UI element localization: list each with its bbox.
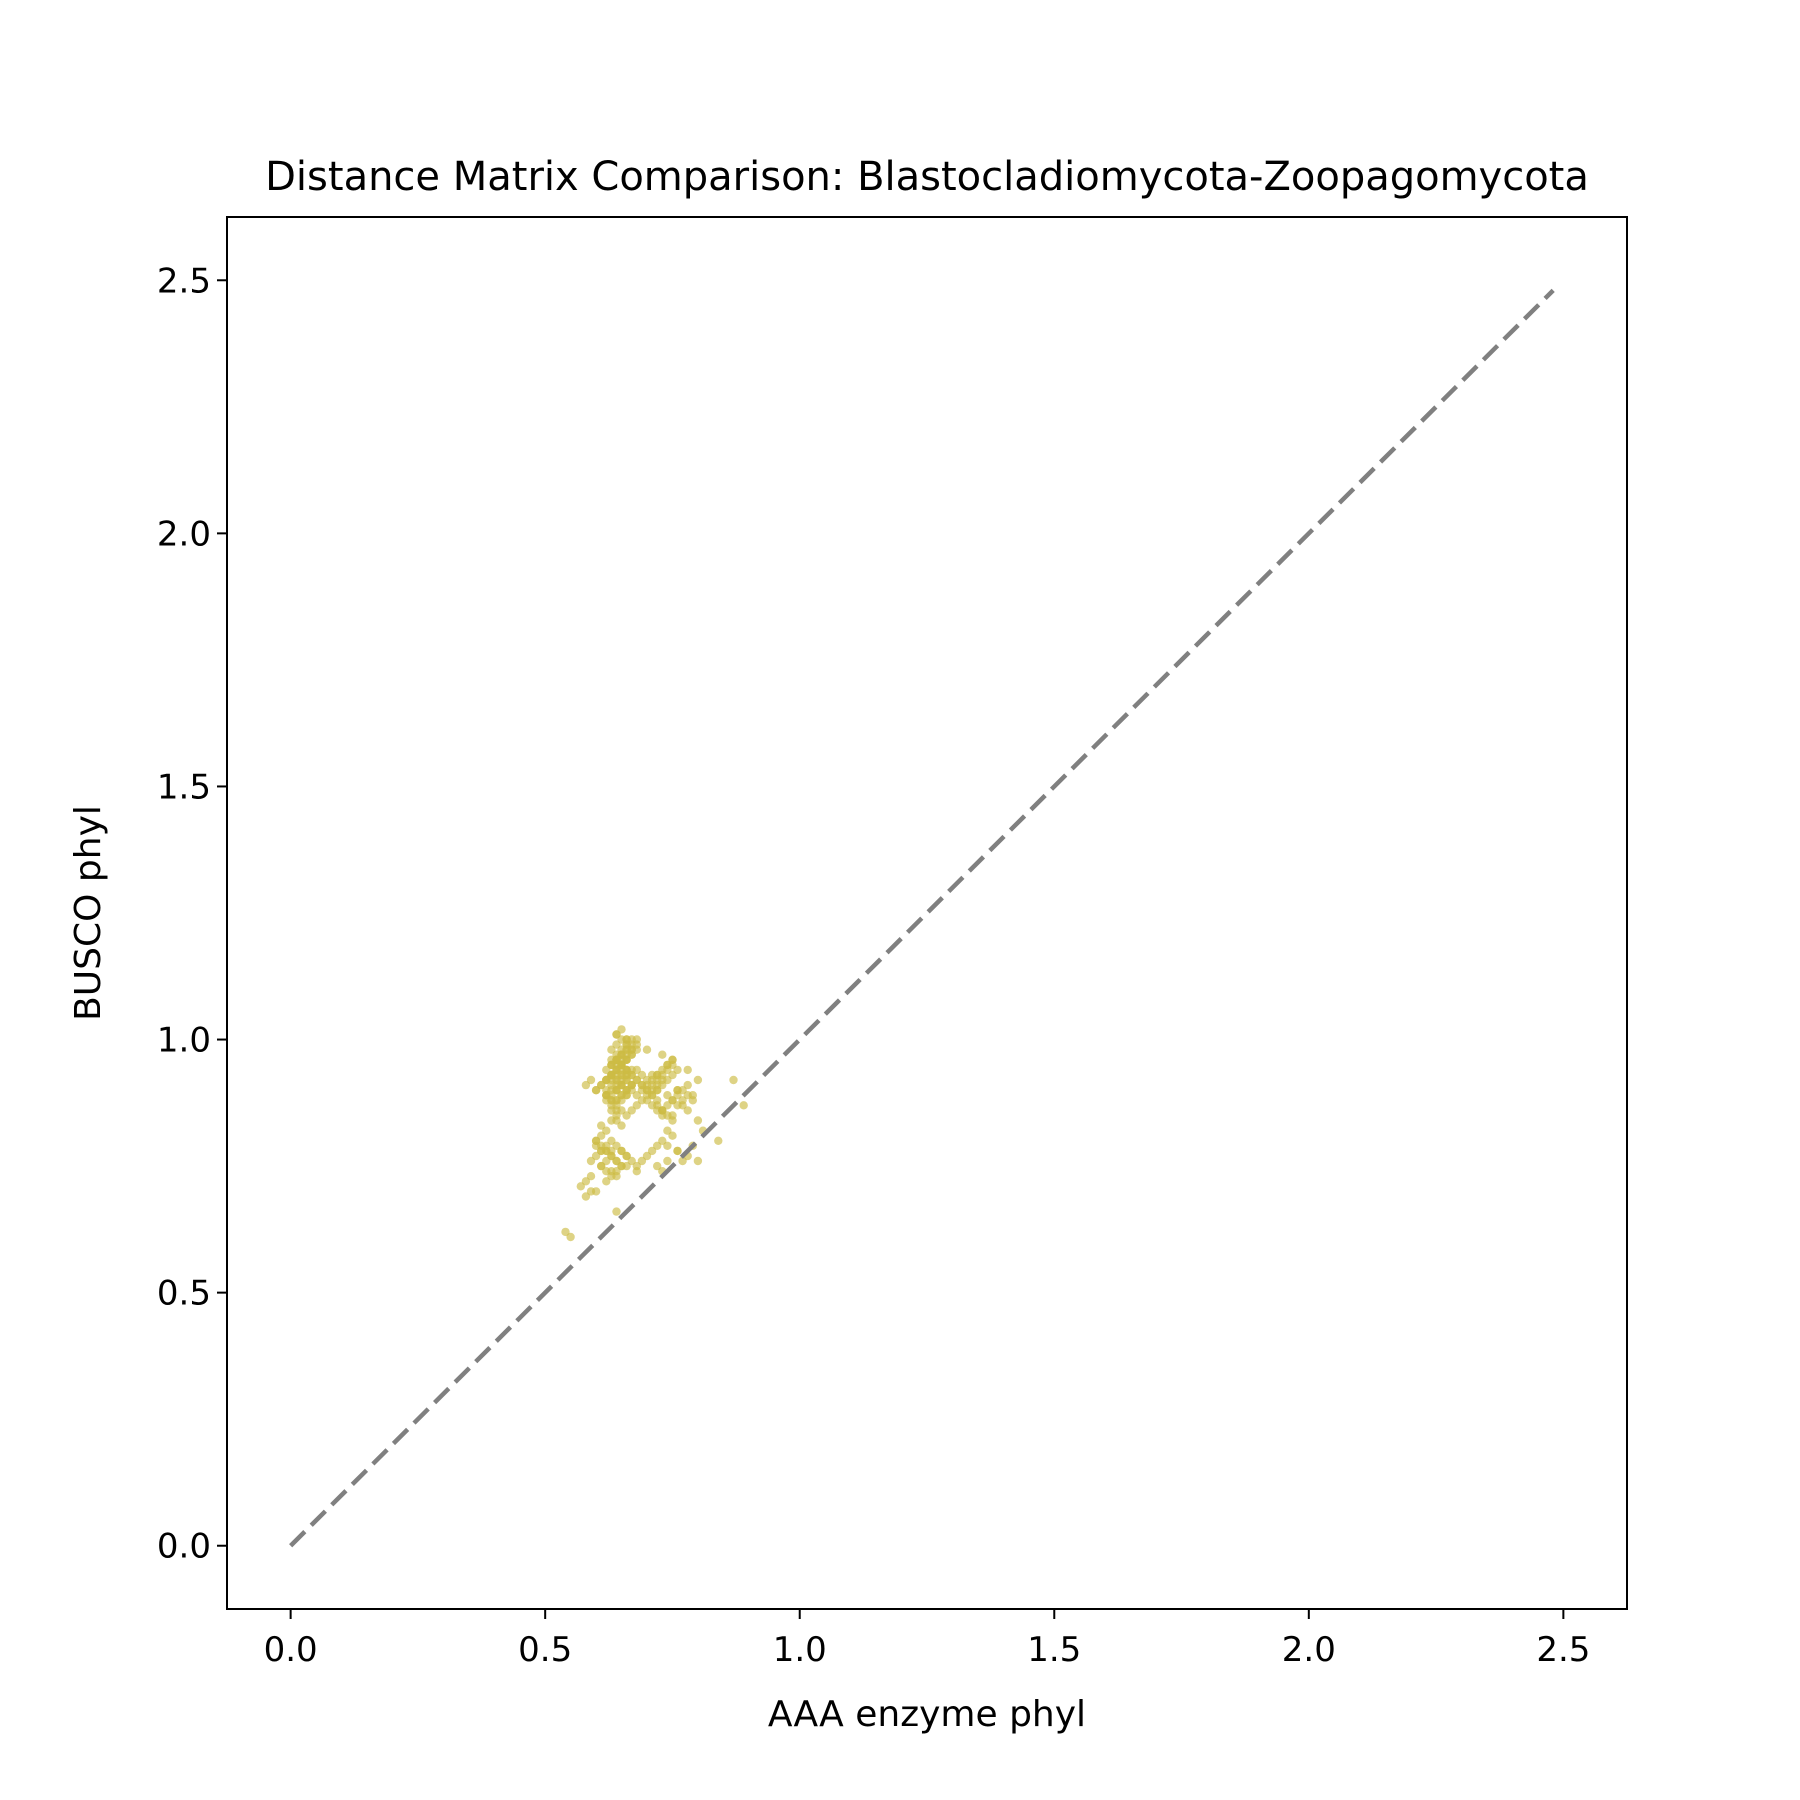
data-point: [693, 1075, 703, 1085]
data-point: [581, 1177, 591, 1186]
data-point: [591, 1136, 601, 1146]
x-axis-label: AAA enzyme phyl: [768, 1694, 1086, 1735]
data-point: [739, 1101, 748, 1110]
data-point: [612, 1207, 621, 1216]
data-point: [683, 1080, 692, 1090]
data-point: [673, 1065, 682, 1075]
data-point: [586, 1075, 596, 1085]
data-point: [693, 1116, 703, 1125]
data-point: [627, 1070, 636, 1080]
y-axis-label: BUSCO phyl: [68, 805, 109, 1021]
data-point: [642, 1086, 652, 1095]
data-point: [617, 1080, 626, 1090]
data-point: [658, 1106, 667, 1115]
data-point: [653, 1161, 662, 1171]
plot-area-frame: [226, 216, 1628, 1610]
data-point: [637, 1156, 647, 1166]
data-point: [607, 1060, 616, 1070]
data-point: [617, 1106, 626, 1115]
data-point: [561, 1227, 570, 1237]
data-point: [622, 1161, 631, 1171]
data-point: [602, 1091, 611, 1100]
data-point: [591, 1086, 601, 1095]
data-point: [617, 1121, 626, 1130]
y-tick-label: 2.5: [157, 261, 211, 301]
data-point: [622, 1055, 631, 1065]
data-point: [602, 1075, 611, 1085]
y-axis-ticks: 0.0 0.5 1.0 1.5 2.0 2.5: [157, 261, 227, 1567]
data-point: [591, 1187, 601, 1196]
data-point: [642, 1045, 652, 1054]
data-point: [597, 1121, 606, 1130]
data-point: [622, 1035, 631, 1044]
data-point: [653, 1070, 662, 1080]
y-tick-label: 1.0: [157, 1021, 211, 1061]
data-point: [663, 1126, 672, 1135]
x-axis-ticks: 0.0 0.5 1.0 1.5 2.0 2.5: [264, 1609, 1590, 1670]
data-point: [653, 1096, 662, 1105]
data-point: [586, 1156, 596, 1166]
data-point: [663, 1141, 672, 1151]
data-point: [678, 1101, 687, 1110]
y-tick-label: 1.5: [157, 767, 211, 807]
data-point: [632, 1040, 641, 1049]
data-point: [647, 1146, 657, 1156]
data-point: [658, 1050, 667, 1059]
x-tick-label: 0.0: [264, 1630, 318, 1670]
data-point: [586, 1172, 596, 1181]
data-point: [602, 1177, 611, 1186]
data-point: [663, 1156, 672, 1166]
data-point: [663, 1091, 672, 1100]
data-point: [673, 1146, 682, 1156]
chart-title: Distance Matrix Comparison: Blastocladio…: [265, 154, 1589, 200]
x-tick-label: 0.5: [518, 1630, 572, 1670]
data-point: [637, 1080, 647, 1090]
data-point: [627, 1156, 636, 1166]
data-point: [632, 1167, 641, 1176]
data-point: [566, 1232, 575, 1242]
y-tick-label: 2.0: [157, 514, 211, 554]
data-point: [622, 1111, 631, 1120]
data-point: [602, 1167, 611, 1176]
data-point: [637, 1096, 647, 1105]
data-point: [597, 1131, 606, 1140]
data-point: [607, 1096, 616, 1105]
data-points: [561, 1025, 748, 1242]
data-point: [612, 1172, 621, 1181]
data-point: [597, 1080, 606, 1090]
data-point: [617, 1146, 626, 1156]
data-point: [683, 1065, 692, 1075]
data-point: [663, 1101, 672, 1110]
x-tick-label: 2.5: [1536, 1630, 1590, 1670]
data-point: [581, 1080, 591, 1090]
data-point: [632, 1065, 641, 1075]
data-point: [673, 1086, 682, 1095]
data-point: [688, 1096, 697, 1105]
reference-line: [289, 288, 1555, 1548]
data-point: [663, 1060, 672, 1070]
data-point: [581, 1192, 591, 1201]
x-tick-label: 2.0: [1282, 1630, 1336, 1670]
data-point: [597, 1161, 606, 1171]
y-tick-label: 0.5: [157, 1274, 211, 1314]
data-point: [627, 1106, 636, 1115]
data-point: [607, 1106, 616, 1115]
y-tick-label: 0.0: [157, 1527, 211, 1567]
data-point: [683, 1106, 692, 1115]
data-point: [668, 1055, 677, 1065]
x-tick-label: 1.5: [1027, 1630, 1081, 1670]
data-point: [612, 1055, 621, 1065]
data-point: [668, 1116, 677, 1125]
x-tick-label: 1.0: [773, 1630, 827, 1670]
data-point: [627, 1045, 636, 1054]
data-point: [693, 1156, 703, 1166]
data-point: [597, 1146, 606, 1156]
data-point: [622, 1086, 631, 1095]
data-point: [729, 1075, 738, 1085]
data-point: [612, 1030, 621, 1039]
data-point: [627, 1080, 636, 1090]
data-point: [714, 1136, 723, 1146]
